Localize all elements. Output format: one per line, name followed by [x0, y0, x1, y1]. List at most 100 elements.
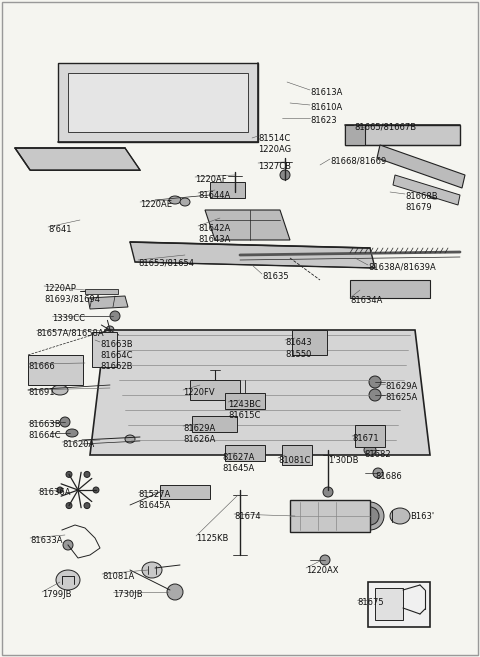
- Text: 81613A: 81613A: [310, 88, 342, 97]
- Text: 81643A: 81643A: [198, 235, 230, 244]
- Text: 81663B: 81663B: [28, 420, 60, 429]
- Ellipse shape: [373, 468, 383, 478]
- Text: 81674: 81674: [234, 512, 261, 521]
- Ellipse shape: [56, 570, 80, 590]
- Ellipse shape: [110, 311, 120, 321]
- Bar: [225, 393, 265, 409]
- Text: 81635: 81635: [262, 272, 288, 281]
- Bar: [190, 380, 240, 400]
- Text: 1125KB: 1125KB: [196, 534, 228, 543]
- Ellipse shape: [323, 487, 333, 497]
- Ellipse shape: [66, 429, 78, 437]
- Ellipse shape: [390, 508, 410, 524]
- Ellipse shape: [220, 419, 230, 429]
- Text: 81642A: 81642A: [198, 224, 230, 233]
- Ellipse shape: [142, 562, 162, 578]
- Ellipse shape: [101, 354, 109, 362]
- Text: 81665/81667B: 81665/81667B: [354, 123, 416, 132]
- Text: 81633A: 81633A: [30, 536, 62, 545]
- Ellipse shape: [280, 170, 290, 180]
- Text: 81675: 81675: [357, 598, 384, 607]
- Text: 8'641: 8'641: [48, 225, 72, 234]
- Text: 81663B: 81663B: [100, 340, 132, 349]
- Text: 81629A: 81629A: [183, 424, 215, 433]
- Ellipse shape: [84, 503, 90, 509]
- Text: 81636A: 81636A: [38, 488, 71, 497]
- Text: 1220AG: 1220AG: [258, 145, 291, 154]
- Text: 81643: 81643: [285, 338, 312, 347]
- Ellipse shape: [369, 389, 381, 401]
- Text: 81620A: 81620A: [62, 440, 94, 449]
- Text: 81686: 81686: [375, 472, 402, 481]
- Ellipse shape: [291, 449, 303, 461]
- Text: 81626A: 81626A: [183, 435, 216, 444]
- Ellipse shape: [63, 540, 73, 550]
- Text: B163': B163': [410, 512, 434, 521]
- Text: 81527A: 81527A: [138, 490, 170, 499]
- Ellipse shape: [125, 435, 135, 443]
- Polygon shape: [15, 148, 140, 170]
- Ellipse shape: [195, 419, 205, 429]
- Ellipse shape: [250, 448, 260, 458]
- Text: 81666: 81666: [28, 362, 55, 371]
- Text: 81644A: 81644A: [198, 191, 230, 200]
- Bar: [345, 125, 365, 145]
- Text: 81634A: 81634A: [350, 296, 383, 305]
- Text: 81623: 81623: [310, 116, 336, 125]
- Ellipse shape: [310, 335, 320, 345]
- Ellipse shape: [259, 220, 271, 230]
- Ellipse shape: [369, 376, 381, 388]
- Text: 1327CB: 1327CB: [258, 162, 291, 171]
- Text: 1220AE: 1220AE: [140, 200, 172, 209]
- Polygon shape: [58, 63, 258, 142]
- Text: 81682: 81682: [364, 450, 391, 459]
- Text: 81653/81654: 81653/81654: [138, 258, 194, 267]
- Ellipse shape: [222, 219, 238, 231]
- Text: 81627A: 81627A: [222, 453, 254, 462]
- Polygon shape: [345, 125, 460, 145]
- Text: 1339CC: 1339CC: [52, 314, 85, 323]
- Polygon shape: [377, 145, 465, 188]
- Ellipse shape: [66, 503, 72, 509]
- Text: 81645A: 81645A: [222, 464, 254, 473]
- Text: 81664C: 81664C: [100, 351, 132, 360]
- Text: 1799JB: 1799JB: [42, 590, 72, 599]
- Polygon shape: [130, 242, 375, 268]
- Ellipse shape: [60, 417, 70, 427]
- Text: 81662B: 81662B: [100, 362, 132, 371]
- Text: 81081A: 81081A: [102, 572, 134, 581]
- Bar: [192, 416, 237, 432]
- Text: 1730JB: 1730JB: [113, 590, 143, 599]
- Text: 81610A: 81610A: [310, 103, 342, 112]
- Ellipse shape: [320, 555, 330, 565]
- Text: 1220AF: 1220AF: [195, 175, 227, 184]
- Polygon shape: [393, 175, 460, 205]
- Text: 81691: 81691: [28, 388, 55, 397]
- Ellipse shape: [213, 185, 223, 195]
- Bar: [290, 500, 370, 532]
- Ellipse shape: [230, 448, 240, 458]
- Text: 1220AX: 1220AX: [306, 566, 338, 575]
- Polygon shape: [205, 210, 290, 240]
- Ellipse shape: [84, 472, 90, 478]
- Ellipse shape: [239, 396, 251, 406]
- Bar: [355, 425, 385, 447]
- Bar: [350, 280, 430, 298]
- Bar: [375, 588, 403, 620]
- Ellipse shape: [373, 430, 383, 440]
- Ellipse shape: [57, 487, 63, 493]
- Ellipse shape: [295, 335, 305, 345]
- Ellipse shape: [163, 488, 173, 496]
- Text: 81625A: 81625A: [385, 393, 417, 402]
- Bar: [225, 445, 265, 461]
- Ellipse shape: [169, 196, 181, 204]
- Text: 81668B: 81668B: [405, 192, 438, 201]
- Text: 1'30DB: 1'30DB: [328, 456, 359, 465]
- Text: 81615C: 81615C: [228, 411, 260, 420]
- Ellipse shape: [414, 161, 426, 169]
- Text: 1220AP: 1220AP: [44, 284, 76, 293]
- Ellipse shape: [106, 326, 114, 334]
- Text: 81679: 81679: [405, 203, 432, 212]
- Bar: [160, 485, 210, 499]
- Text: 81550: 81550: [285, 350, 312, 359]
